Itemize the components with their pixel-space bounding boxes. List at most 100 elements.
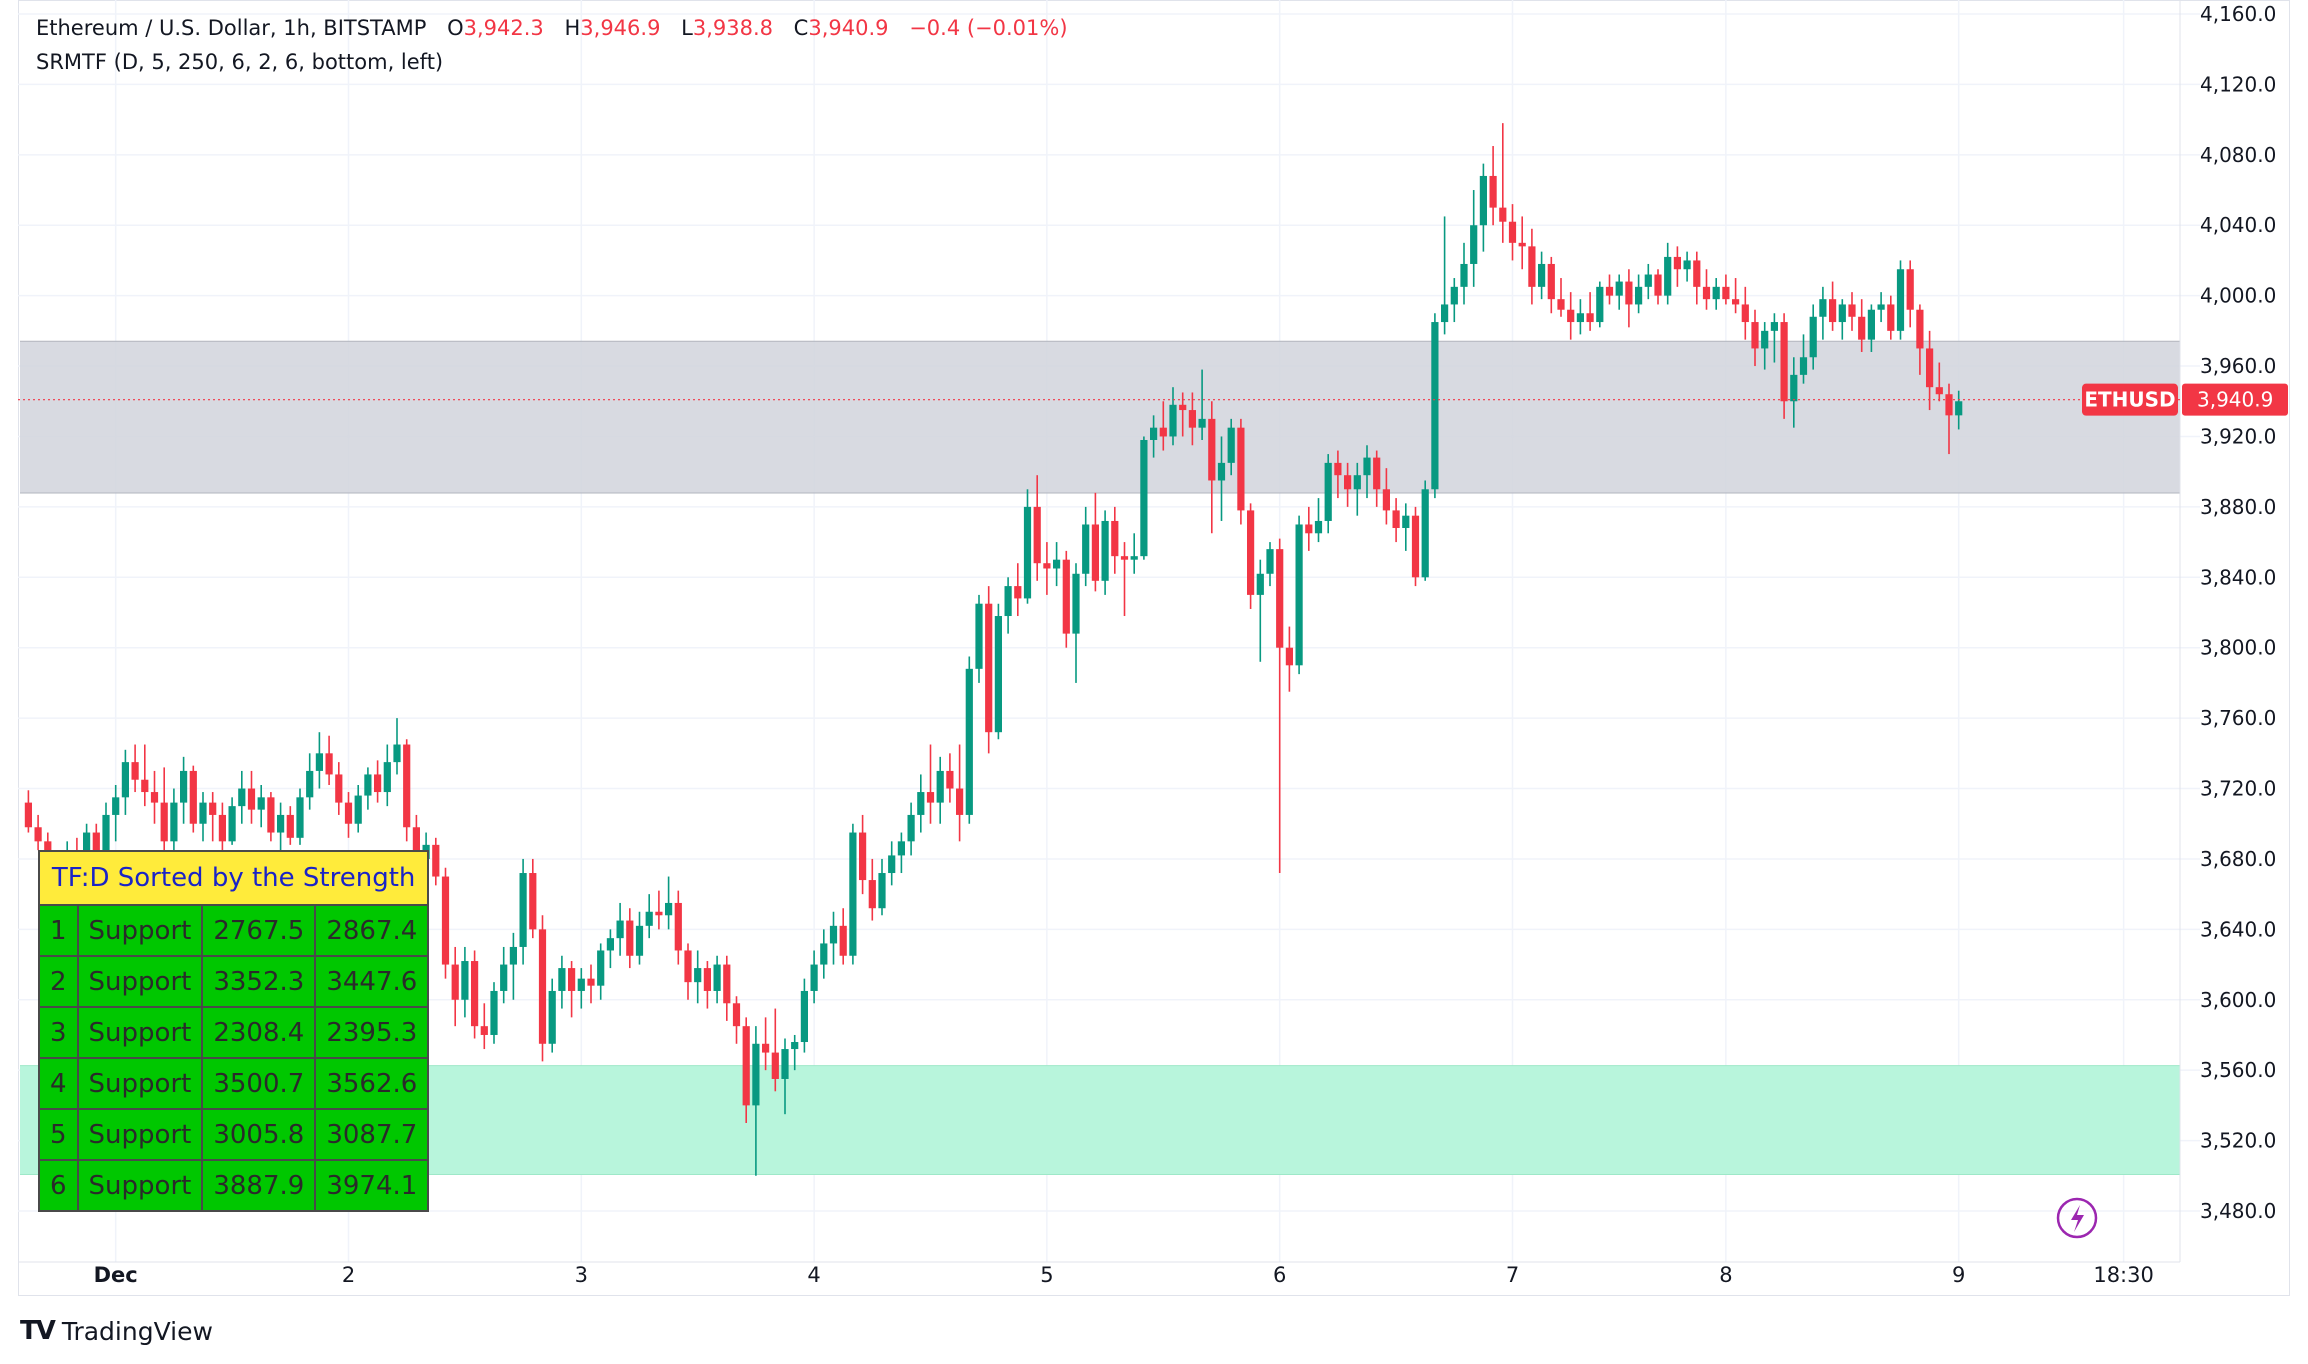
indicator-legend[interactable]: SRMTF (D, 5, 250, 6, 2, 6, bottom, left)	[36, 50, 444, 74]
candle-body	[403, 744, 411, 828]
candle-body	[791, 1042, 799, 1050]
candle-body	[441, 876, 450, 965]
candle-body	[1421, 489, 1429, 578]
candle-body	[1392, 510, 1400, 529]
candle-body	[1538, 263, 1546, 287]
y-tick-label: 3,680.0	[2200, 847, 2276, 871]
y-tick-label: 3,560.0	[2200, 1058, 2276, 1082]
candle-body	[548, 990, 556, 1044]
candle-body	[1518, 242, 1526, 247]
candle-body	[538, 929, 547, 1044]
candle-body	[228, 806, 236, 842]
candle-body	[1722, 286, 1730, 300]
candle-body	[1227, 427, 1235, 463]
tradingview-logo[interactable]: TV TradingView	[20, 1316, 213, 1346]
candle-body	[1605, 286, 1614, 296]
candle-body	[1159, 427, 1167, 437]
candle-body	[257, 797, 265, 810]
candle-body	[1295, 524, 1303, 666]
candle-body	[1004, 586, 1012, 617]
candle-body	[1091, 524, 1099, 581]
candle-body	[1935, 387, 1943, 395]
candle-body	[616, 920, 624, 939]
candle-body	[1373, 457, 1381, 490]
candle-body	[1683, 260, 1691, 270]
candle-body	[713, 964, 721, 991]
candle-body	[849, 832, 857, 956]
candle-body	[1576, 313, 1584, 323]
candle-body	[1489, 175, 1497, 208]
y-tick-label: 3,480.0	[2200, 1199, 2276, 1223]
candle-body	[1382, 489, 1390, 511]
candle-body	[1470, 225, 1478, 264]
candle-body	[635, 925, 644, 956]
low-cell: 3500.7	[201, 1057, 317, 1110]
symbol-title[interactable]: Ethereum / U.S. Dollar, 1h, BITSTAMP	[36, 16, 427, 40]
candle-body	[1615, 281, 1623, 296]
candle-body	[732, 1003, 741, 1027]
candle-body	[354, 795, 362, 824]
candle-body	[1644, 274, 1652, 287]
candle-body	[1402, 515, 1410, 529]
candle-body	[665, 902, 673, 916]
candle-body	[170, 802, 178, 842]
candle-body	[1314, 520, 1323, 534]
candle-body	[1916, 309, 1924, 349]
x-tick-label: 3	[575, 1263, 588, 1287]
candle-body	[626, 920, 634, 956]
y-tick-label: 4,160.0	[2200, 2, 2276, 26]
type-cell: Support	[76, 1057, 204, 1110]
x-tick-label: 5	[1040, 1263, 1053, 1287]
chart-canvas[interactable]: 3,480.0 3,520.0 3,560.0 3,600.0 3,640.0 3,680…	[0, 0, 2308, 1300]
candle-body	[529, 873, 537, 930]
candle-body	[335, 774, 343, 803]
candle-body	[1285, 647, 1293, 666]
candle-body	[1014, 586, 1022, 599]
candle-body	[315, 753, 323, 771]
candle-body	[994, 616, 1002, 733]
candle-body	[1353, 475, 1361, 490]
x-tick-label: 2	[342, 1263, 355, 1287]
candle-body	[490, 990, 498, 1035]
x-tick-label: 9	[1952, 1263, 1965, 1287]
candle-body	[267, 797, 275, 833]
candle-body	[480, 1026, 488, 1035]
candle-body	[839, 925, 847, 956]
candle-body	[344, 802, 353, 824]
candle-body	[1266, 549, 1274, 574]
candle-body	[150, 792, 159, 803]
candle-body	[199, 802, 207, 824]
candle-body	[829, 925, 838, 944]
candle-body	[24, 802, 32, 828]
table-row: 5 Support 3005.8 3087.7	[38, 1108, 430, 1161]
candle-body	[1896, 269, 1905, 331]
y-tick-label: 3,800.0	[2200, 636, 2276, 660]
candle-body	[1838, 304, 1846, 323]
resistance-zone	[20, 341, 2180, 493]
rank-cell: 2	[38, 955, 79, 1008]
y-tick-label: 3,920.0	[2200, 424, 2276, 448]
candle-body	[1169, 404, 1177, 437]
y-tick-label: 3,880.0	[2200, 495, 2276, 519]
candle-body	[1945, 394, 1953, 416]
table-row: 2 Support 3352.3 3447.6	[38, 955, 430, 1008]
candle-body	[432, 844, 440, 877]
tradingview-logo-icon: TV	[20, 1316, 56, 1346]
candle-body	[1693, 260, 1701, 287]
lightning-icon[interactable]	[2056, 1197, 2098, 1239]
candle-body	[286, 814, 294, 838]
candle-body	[985, 603, 993, 733]
y-tick-label: 4,000.0	[2200, 284, 2276, 308]
candle-body	[1062, 559, 1070, 634]
candle-body	[1596, 286, 1604, 323]
candle-body	[1741, 304, 1749, 323]
candle-body	[1567, 309, 1575, 323]
candle-body	[810, 964, 818, 991]
type-cell: Support	[76, 1108, 204, 1161]
candle-body	[568, 968, 576, 991]
candle-body	[364, 774, 372, 796]
ohlc-legend: Ethereum / U.S. Dollar, 1h, BITSTAMP O3,…	[36, 16, 1068, 40]
candle-body	[1450, 286, 1458, 305]
low-cell: 2308.4	[201, 1006, 317, 1059]
candle-body	[1237, 427, 1245, 511]
